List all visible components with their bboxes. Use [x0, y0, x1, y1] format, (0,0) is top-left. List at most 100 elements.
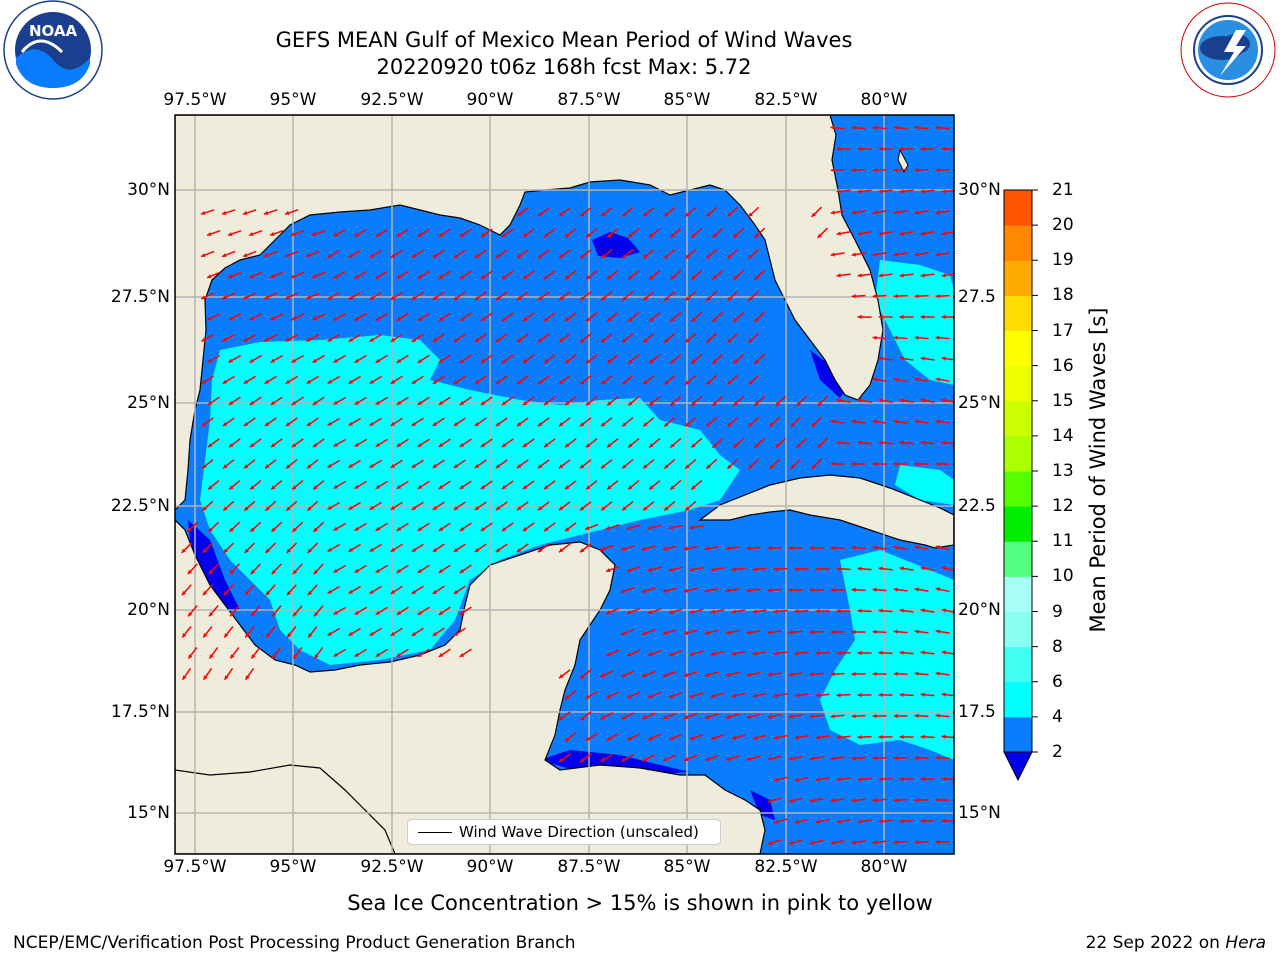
wind-arrow-head — [207, 358, 212, 363]
wind-arrow-head — [333, 358, 339, 363]
wind-arrow-head — [250, 527, 255, 532]
wind-arrow-head — [601, 212, 606, 217]
wind-arrow-head — [228, 316, 233, 321]
lon-tick-top: 82.5°W — [754, 90, 818, 110]
wind-arrow-head — [710, 567, 715, 572]
wind-arrow-head — [689, 693, 695, 698]
wind-arrow-head — [244, 464, 249, 469]
wind-arrow-head — [683, 630, 689, 635]
wind-arrow-head — [312, 443, 318, 448]
wind-arrow-head — [369, 379, 375, 384]
wind-arrow-head — [830, 252, 835, 257]
wind-arrow-head — [432, 547, 438, 552]
wind-arrow-head — [586, 359, 591, 364]
wind-arrow-head — [914, 335, 919, 340]
wind-arrow-head — [411, 421, 417, 426]
wind-arrow-head — [790, 464, 795, 469]
wind-arrow-head — [809, 672, 814, 677]
wind-arrow-head — [202, 464, 207, 469]
wind-arrow-head — [601, 254, 606, 259]
wind-arrow-head — [935, 461, 940, 467]
wind-arrow-head — [203, 633, 208, 638]
wind-arrow-head — [516, 506, 522, 511]
wind-arrow-head — [878, 314, 883, 320]
wind-arrow-head — [899, 692, 904, 697]
wind-arrow-head — [580, 212, 585, 217]
wind-arrow-head — [684, 757, 689, 762]
wind-arrow-head — [704, 757, 710, 762]
wind-arrow-head — [775, 443, 780, 448]
wind-arrow-head — [224, 675, 229, 680]
wind-arrow-head — [312, 400, 318, 405]
wind-arrow-head — [333, 652, 339, 657]
wind-arrow-head — [558, 296, 564, 301]
wind-arrow-head — [872, 545, 877, 550]
wind-arrow-head — [872, 671, 877, 677]
wind-arrow-head — [727, 422, 732, 427]
wind-arrow-head — [641, 588, 647, 593]
wind-arrow-head — [748, 254, 753, 259]
wind-arrow-head — [691, 275, 696, 280]
wind-arrow-head — [773, 777, 779, 782]
wind-arrow-head — [375, 358, 381, 363]
wind-arrow-head — [585, 526, 590, 531]
colorbar-tick: 8 — [1052, 636, 1063, 657]
wind-arrow-head — [941, 231, 946, 236]
wind-arrow-head — [306, 295, 311, 300]
wind-arrow-head — [453, 337, 459, 342]
wind-arrow-head — [731, 735, 737, 740]
wind-arrow-head — [706, 380, 711, 385]
lat-tick-right: 17.5 — [958, 702, 996, 722]
wind-arrow-head — [941, 314, 946, 320]
wind-arrow-head — [643, 464, 648, 469]
wind-arrow-head — [851, 545, 856, 550]
wind-arrow-head — [668, 525, 674, 530]
wind-arrow-head — [893, 671, 898, 676]
wind-arrow-head — [607, 317, 612, 322]
wind-arrow-head — [935, 545, 941, 550]
wind-arrow-head — [390, 463, 396, 468]
wind-arrow-head — [668, 567, 674, 572]
wind-arrow-head — [375, 652, 381, 657]
wind-arrow-head — [920, 776, 925, 782]
wind-arrow-head — [914, 840, 919, 845]
wind-arrow-head — [474, 421, 480, 426]
wind-arrow-head — [375, 316, 381, 321]
wind-arrow-head — [286, 548, 291, 553]
footer-machine: Hera — [1225, 933, 1266, 953]
wind-arrow-head — [375, 610, 381, 615]
wind-arrow-head — [516, 548, 522, 553]
wind-arrow-head — [857, 146, 862, 152]
wind-arrow-head — [626, 525, 632, 530]
wind-arrow-head — [752, 609, 757, 614]
wind-arrow-head — [438, 568, 444, 573]
wind-arrow-head — [878, 777, 883, 782]
wind-arrow-head — [474, 547, 480, 552]
wind-arrow-head — [817, 401, 822, 406]
wind-arrow-head — [941, 398, 946, 403]
wind-arrow-head — [851, 461, 856, 467]
wind-arrow-head — [648, 694, 653, 699]
lat-tick-left: 22.5°N — [110, 496, 170, 516]
wind-arrow-head — [558, 422, 564, 427]
wind-arrow-head — [228, 443, 234, 448]
wind-arrow-head — [263, 210, 269, 215]
wind-arrow-head — [537, 506, 543, 511]
wind-arrow-head — [628, 401, 633, 406]
wind-arrow-head — [788, 756, 794, 761]
wind-arrow-head — [872, 125, 877, 130]
wind-arrow-head — [851, 798, 856, 803]
wind-arrow-head — [606, 736, 611, 741]
wind-arrow-head — [432, 463, 438, 468]
wind-arrow-head — [396, 358, 402, 363]
land-bahamas — [897, 148, 909, 174]
map-title: GEFS MEAN Gulf of Mexico Mean Period of … — [275, 28, 853, 52]
wind-arrow-head — [914, 210, 919, 215]
wind-arrow-head — [809, 756, 814, 761]
wind-arrow-head — [558, 464, 564, 469]
wind-arrow-head — [580, 674, 585, 679]
wind-arrow-head — [354, 610, 360, 615]
wind-arrow-head — [438, 232, 444, 237]
wind-arrow-head — [501, 275, 507, 280]
wind-arrow-head — [375, 526, 381, 531]
